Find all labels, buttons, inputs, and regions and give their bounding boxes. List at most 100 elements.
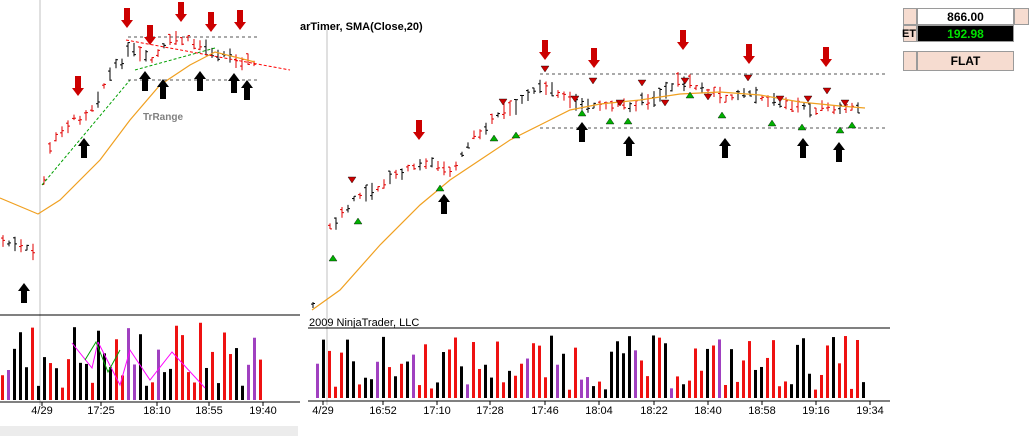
left-green-trendline — [41, 79, 131, 186]
right-chart — [308, 30, 890, 405]
right-volume-bar — [550, 335, 553, 398]
right-volume-bar — [508, 370, 511, 398]
status-label-cell — [903, 51, 917, 71]
sell-signal-triangle — [498, 98, 508, 106]
left-volume-bar — [31, 327, 34, 400]
right-volume-bar — [538, 345, 541, 398]
left-volume-bar — [19, 332, 22, 400]
right-volume-bar — [784, 381, 787, 398]
right-volume-bar — [592, 386, 595, 398]
right-volume-bar — [850, 388, 853, 398]
left-volume-bar — [247, 364, 250, 400]
panel-edge — [1014, 8, 1029, 25]
chart-credit: 2009 NinjaTrader, LLC — [309, 317, 420, 329]
right-volume-bar — [574, 347, 577, 398]
left-volume-bar — [211, 351, 214, 400]
right-volume-bar — [634, 350, 637, 398]
right-sma-line — [311, 91, 866, 311]
right-volume-bar — [682, 384, 685, 398]
left-volume-zigzag — [97, 341, 206, 389]
right-volume-bar — [772, 340, 775, 398]
buy-arrow — [228, 73, 240, 93]
right-volume-bar — [676, 376, 679, 398]
left-x-tick-label: 4/29 — [31, 405, 53, 417]
buy-arrow — [78, 138, 90, 158]
left-volume-bar — [55, 368, 58, 400]
right-volume-bar — [388, 367, 391, 398]
left-volume-bar — [67, 359, 70, 400]
right-volume-bar — [532, 343, 535, 398]
sell-arrow — [743, 44, 755, 64]
right-volume-bar — [670, 388, 673, 398]
sell-signal-triangle — [703, 93, 713, 101]
right-volume-bar — [382, 336, 385, 398]
left-volume-bar — [37, 385, 40, 400]
left-x-tick-label: 18:55 — [195, 405, 223, 417]
right-volume-bar — [460, 366, 463, 398]
right-volume-bar — [340, 352, 343, 398]
buy-arrow — [194, 71, 206, 91]
right-volume-bar — [814, 389, 817, 398]
right-volume-bar — [484, 364, 487, 398]
left-volume-bar — [229, 354, 232, 400]
left-volume-bar — [223, 332, 226, 400]
right-volume-bar — [808, 373, 811, 398]
sell-arrow — [72, 76, 84, 96]
left-volume-bar — [187, 372, 190, 400]
right-volume-bar — [442, 352, 445, 398]
right-volume-bar — [760, 366, 763, 398]
left-red-trendline — [125, 39, 291, 71]
right-volume-bar — [364, 377, 367, 398]
right-volume-bar — [826, 345, 829, 398]
buy-signal-triangle — [435, 184, 445, 192]
right-volume-bar — [688, 380, 691, 398]
right-volume-bar — [412, 354, 415, 398]
buy-signal-triangle — [835, 126, 845, 134]
right-volume-bar — [466, 384, 469, 398]
left-volume-bar — [109, 367, 112, 400]
sell-signal-triangle — [660, 99, 670, 107]
sell-signal-triangle — [347, 176, 357, 184]
left-volume-bar — [175, 325, 178, 400]
left-green-trendline-2 — [134, 47, 216, 71]
right-volume-bar — [844, 336, 847, 398]
left-volume-bar — [193, 382, 196, 400]
left-volume-bar — [235, 348, 238, 400]
right-volume-bar — [658, 337, 661, 398]
right-volume-bar — [664, 343, 667, 398]
right-volume-bar — [802, 338, 805, 398]
right-volume-bar — [778, 386, 781, 398]
buy-arrow — [576, 122, 588, 142]
sell-arrow — [539, 40, 551, 60]
left-volume-bar — [151, 382, 154, 400]
position-status[interactable]: FLAT — [917, 51, 1014, 71]
right-volume-bar — [346, 339, 349, 398]
right-volume-bar — [622, 353, 625, 398]
left-volume-bar — [13, 348, 16, 400]
left-volume-bar — [127, 328, 130, 400]
right-x-tick-label: 18:40 — [694, 405, 722, 417]
sell-arrow — [234, 10, 246, 30]
left-volume-bar — [253, 337, 256, 400]
right-x-tick-label: 17:46 — [531, 405, 559, 417]
left-volume-bar — [115, 339, 118, 400]
right-x-tick-label: 19:16 — [802, 405, 830, 417]
sell-signal-triangle — [822, 87, 832, 95]
right-volume-bar — [748, 341, 751, 398]
left-volume-bar — [7, 370, 10, 400]
right-volume-bar — [730, 349, 733, 398]
right-volume-bar — [838, 363, 841, 398]
right-volume-bar — [736, 381, 739, 398]
buy-signal-triangle — [767, 119, 777, 127]
right-volume-bar — [754, 369, 757, 398]
buy-arrow — [438, 194, 450, 214]
left-volume-zigzag-green — [84, 340, 121, 374]
sell-signal-triangle — [540, 65, 550, 73]
left-volume-bar — [259, 359, 262, 400]
right-volume-bar — [604, 389, 607, 398]
buy-arrow — [157, 79, 169, 99]
left-volume-bar — [217, 383, 220, 400]
left-volume-bar — [97, 330, 100, 400]
sell-signal-triangle — [680, 77, 690, 85]
buy-arrow — [833, 142, 845, 162]
